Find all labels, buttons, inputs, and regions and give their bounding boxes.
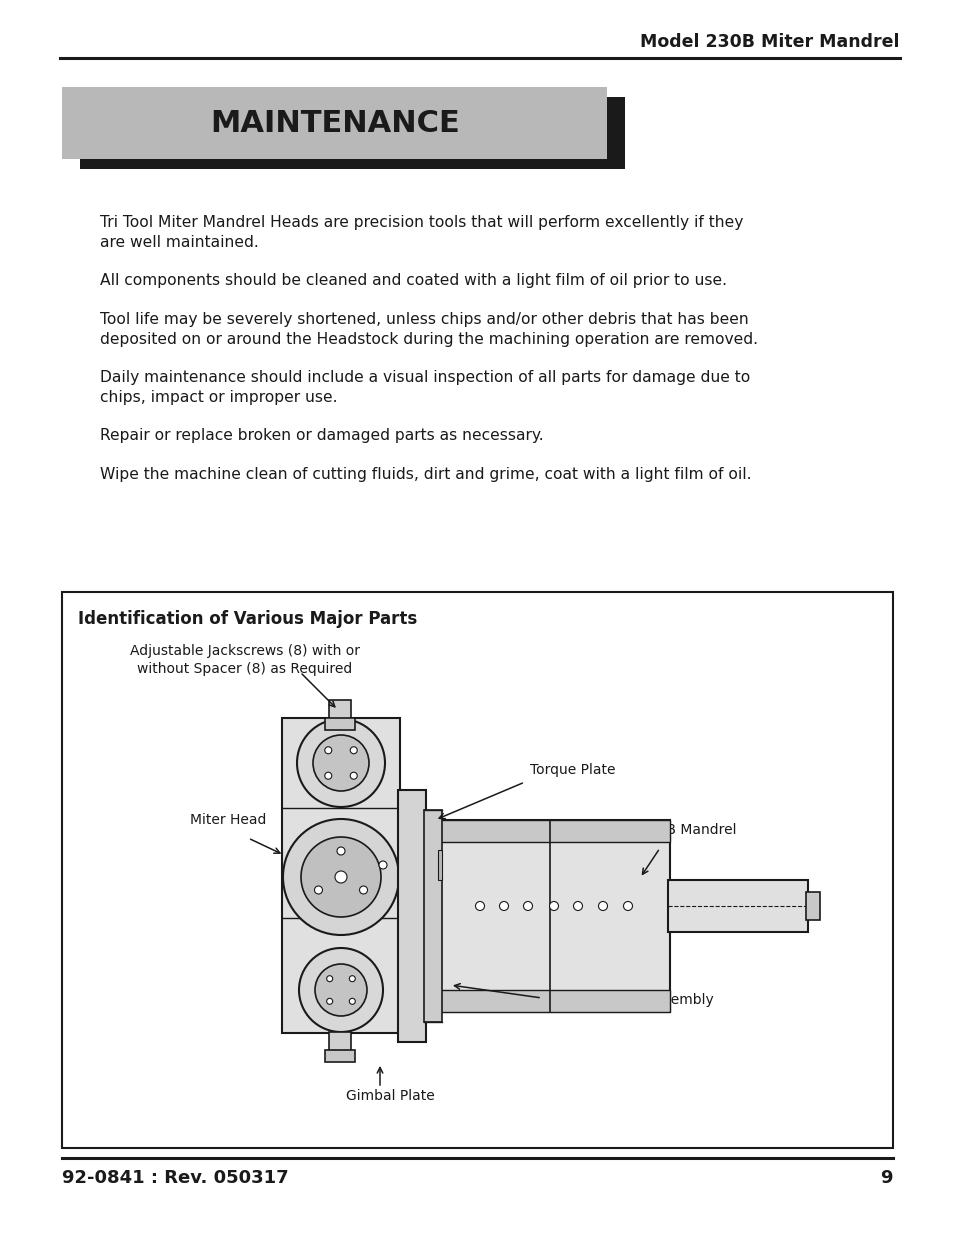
- Circle shape: [301, 837, 380, 918]
- Circle shape: [378, 861, 387, 869]
- Circle shape: [623, 902, 632, 910]
- Circle shape: [296, 719, 385, 806]
- Bar: [282, 718, 399, 1032]
- Text: Repair or replace broken or damaged parts as necessary.: Repair or replace broken or damaged part…: [100, 429, 543, 443]
- Text: Torque Plate: Torque Plate: [530, 763, 615, 777]
- Bar: [325, 1050, 355, 1062]
- Text: Miter Head: Miter Head: [190, 813, 266, 827]
- Bar: [80, 98, 624, 169]
- Text: Tool life may be severely shortened, unless chips and/or other debris that has b: Tool life may be severely shortened, unl…: [100, 312, 758, 347]
- Text: Identification of Various Major Parts: Identification of Various Major Parts: [78, 610, 416, 629]
- Text: Daily maintenance should include a visual inspection of all parts for damage due: Daily maintenance should include a visua…: [100, 370, 749, 405]
- Bar: [437, 850, 441, 881]
- Bar: [805, 892, 820, 920]
- Text: MAINTENANCE: MAINTENANCE: [210, 110, 459, 138]
- Text: 92-0841 : Rev. 050317: 92-0841 : Rev. 050317: [62, 1170, 289, 1187]
- Circle shape: [350, 772, 356, 779]
- Circle shape: [598, 902, 607, 910]
- Bar: [329, 700, 351, 720]
- Circle shape: [314, 965, 367, 1016]
- Circle shape: [549, 902, 558, 910]
- Bar: [439, 990, 669, 1011]
- Circle shape: [359, 885, 367, 894]
- Circle shape: [324, 772, 332, 779]
- Circle shape: [326, 998, 333, 1004]
- Bar: [62, 86, 606, 159]
- Circle shape: [499, 902, 508, 910]
- Circle shape: [349, 998, 355, 1004]
- Circle shape: [324, 747, 332, 753]
- Bar: [439, 820, 669, 1011]
- Circle shape: [349, 976, 355, 982]
- Bar: [423, 810, 441, 1023]
- Bar: [397, 790, 426, 1042]
- Text: 9: 9: [880, 1170, 892, 1187]
- Circle shape: [573, 902, 582, 910]
- Circle shape: [326, 976, 333, 982]
- Bar: [62, 592, 892, 1149]
- Text: Adjustable Jackscrews (8) with or
without Spacer (8) as Required: Adjustable Jackscrews (8) with or withou…: [130, 643, 359, 677]
- Circle shape: [313, 735, 369, 790]
- Bar: [325, 718, 355, 730]
- Bar: [329, 1032, 351, 1052]
- Bar: [667, 881, 807, 932]
- Text: Adapter Plate Assembly: Adapter Plate Assembly: [547, 993, 713, 1007]
- Circle shape: [298, 948, 382, 1032]
- Circle shape: [283, 819, 398, 935]
- Text: Wipe the machine clean of cutting fluids, dirt and grime, coat with a light film: Wipe the machine clean of cutting fluids…: [100, 467, 751, 482]
- Text: Model 230B Mandrel: Model 230B Mandrel: [594, 823, 736, 837]
- Bar: [439, 820, 669, 842]
- Circle shape: [475, 902, 484, 910]
- Text: Tri Tool Miter Mandrel Heads are precision tools that will perform excellently i: Tri Tool Miter Mandrel Heads are precisi…: [100, 215, 742, 251]
- Circle shape: [336, 847, 345, 855]
- Circle shape: [335, 871, 347, 883]
- Text: All components should be cleaned and coated with a light film of oil prior to us: All components should be cleaned and coa…: [100, 273, 726, 288]
- Text: Model 230B Miter Mandrel: Model 230B Miter Mandrel: [639, 33, 899, 51]
- Circle shape: [350, 747, 356, 753]
- Text: Gimbal Plate: Gimbal Plate: [345, 1089, 434, 1103]
- Circle shape: [523, 902, 532, 910]
- Circle shape: [314, 885, 322, 894]
